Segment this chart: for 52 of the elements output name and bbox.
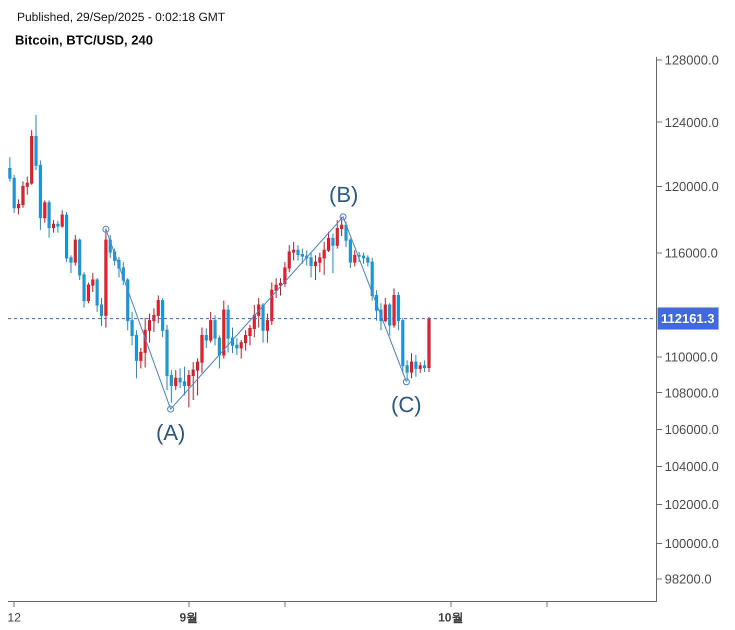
- candlestick: [418, 362, 422, 374]
- y-tick-label: 102000.0: [664, 497, 719, 512]
- candlestick: [261, 302, 265, 344]
- candlestick: [314, 254, 318, 280]
- chart-title: Bitcoin, BTC/USD, 240: [15, 32, 153, 48]
- candlestick: [52, 220, 56, 234]
- candlestick: [222, 300, 226, 360]
- point: [340, 213, 347, 220]
- y-tick-label: 124000.0: [664, 114, 719, 130]
- candlestick: [331, 232, 334, 274]
- candlestick: [296, 244, 300, 261]
- y-tick-label: 120000.0: [664, 178, 719, 194]
- candlestick: [414, 354, 418, 377]
- x-tick-label: 10월: [438, 610, 464, 624]
- y-tick-label: 108000.0: [664, 385, 719, 400]
- candlestick: [384, 298, 387, 323]
- y-tick-label: 100000.0: [664, 536, 719, 551]
- candlestick: [362, 252, 366, 264]
- y-tick-label: 116000.0: [664, 245, 718, 260]
- y-tick-label: 128000.0: [664, 52, 719, 68]
- candlestick: [60, 210, 64, 228]
- candlestick: [353, 250, 356, 267]
- y-tick-label: 104000.0: [664, 459, 719, 474]
- candlestick: [427, 316, 431, 372]
- candlestick: [48, 200, 51, 238]
- candlestick: [104, 228, 108, 328]
- ref-line-label: 112161.3: [661, 311, 715, 326]
- candlestick: [204, 328, 208, 348]
- x-tick-label: 9월: [179, 610, 198, 624]
- y-tick-label: 98200.0: [664, 571, 712, 586]
- point: [167, 406, 174, 413]
- candlestick: [226, 304, 230, 353]
- candlestick: [74, 234, 77, 266]
- x-tick-label: 12: [8, 610, 22, 624]
- candlestick: [410, 352, 414, 379]
- point: [102, 226, 110, 233]
- y-tick-label: 110000.0: [664, 349, 718, 364]
- candlestick: [43, 200, 46, 224]
- annotation: (B): [329, 182, 358, 207]
- candlestick: [209, 311, 212, 344]
- candlestick: [388, 302, 392, 336]
- candlestick: [392, 288, 396, 328]
- candlestick: [56, 220, 60, 234]
- y-tick-label: 106000.0: [664, 422, 719, 437]
- candlestick: [174, 370, 178, 390]
- text: Published, 29/Sep/2025 - 0:02:18 GMT: [17, 10, 226, 24]
- point: [402, 378, 410, 386]
- candlestick: [336, 220, 339, 250]
- annotation: (C): [391, 392, 422, 417]
- candlestick: [182, 366, 186, 396]
- candlestick: [423, 360, 426, 372]
- annotation: (A): [156, 420, 186, 445]
